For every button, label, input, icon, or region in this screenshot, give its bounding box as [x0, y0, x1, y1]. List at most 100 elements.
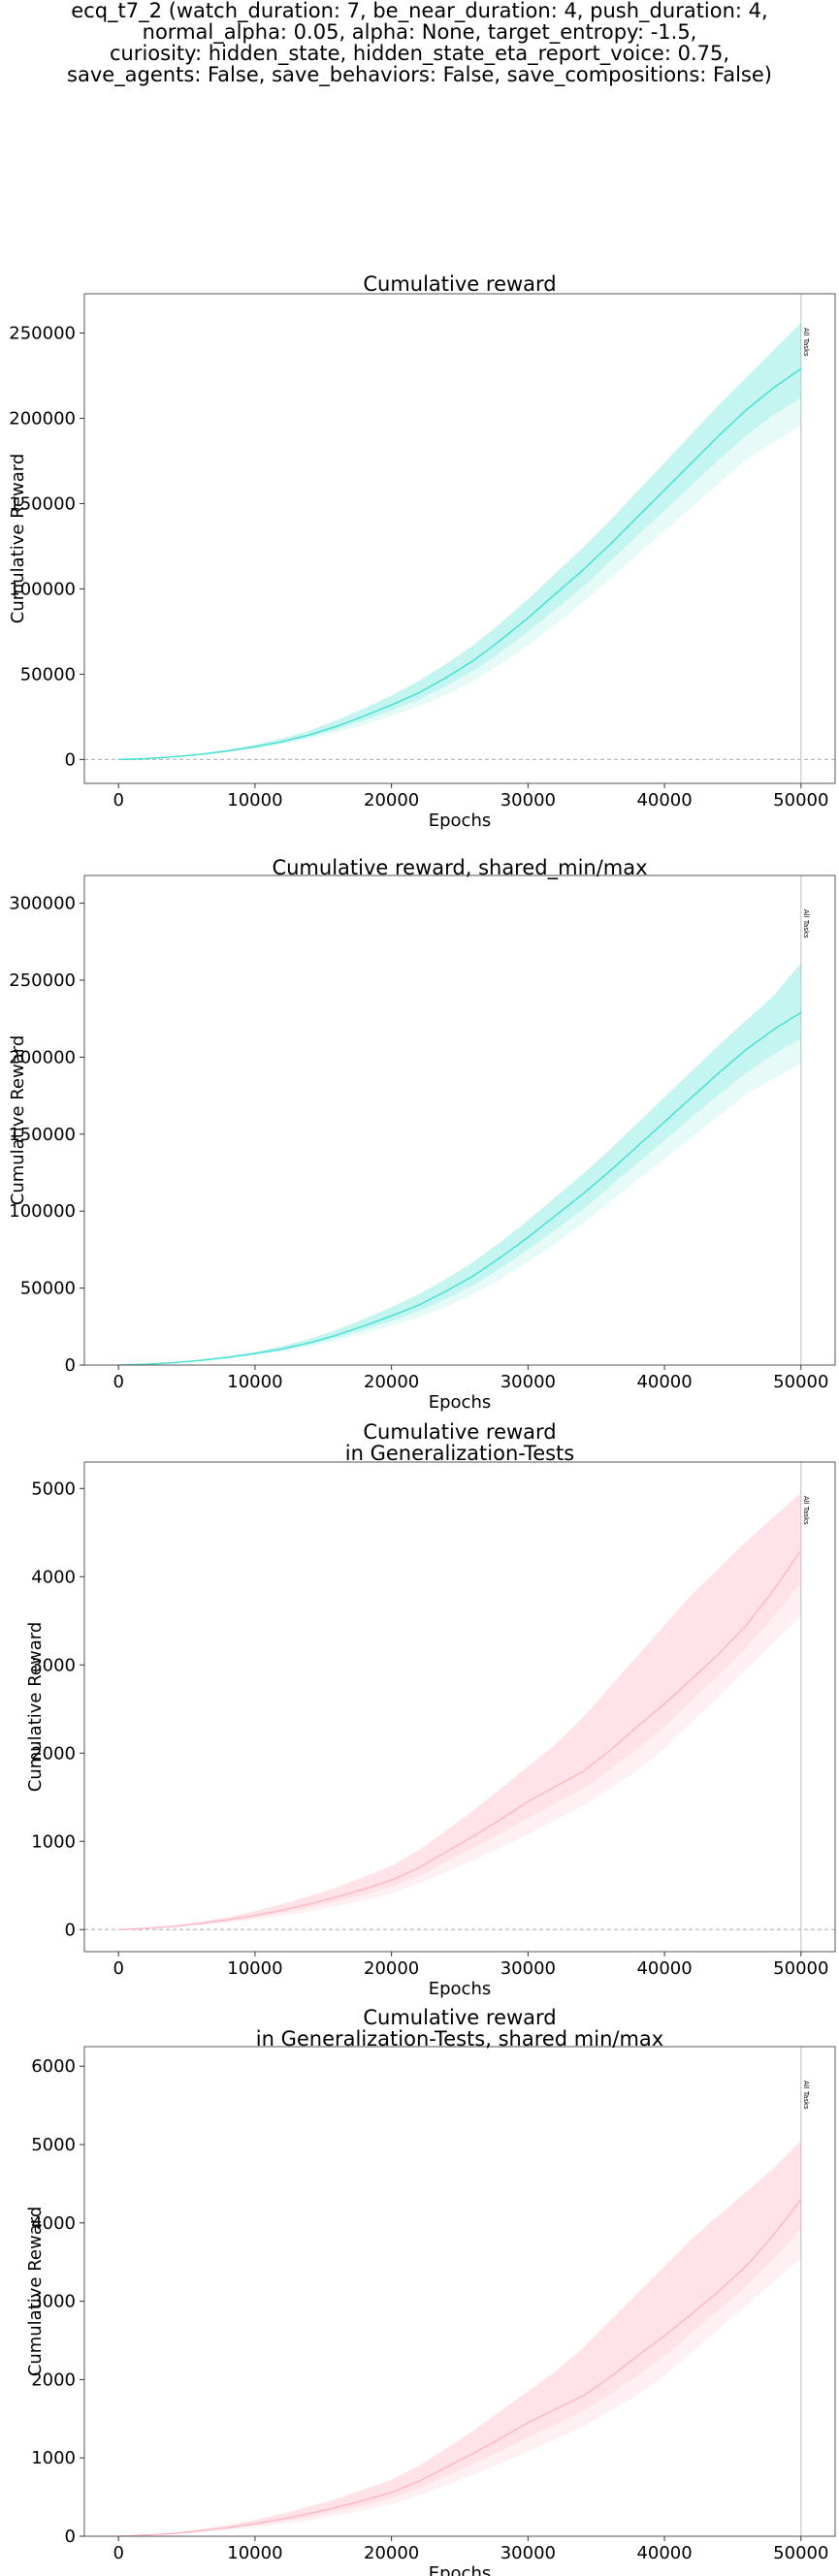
series-point — [800, 1549, 802, 1551]
plot-frame — [83, 875, 836, 1366]
series-point — [718, 434, 720, 436]
series-point — [472, 1275, 474, 1277]
series-point — [472, 2452, 474, 2454]
series-line — [118, 367, 802, 761]
series-point — [336, 725, 338, 727]
x-tick-label: 20000 — [364, 790, 419, 811]
series-point — [145, 1927, 146, 1929]
suptitle-line: curiosity: hidden_state, hidden_state_et… — [109, 42, 730, 65]
chart-title-line: Cumulative reward — [363, 272, 556, 296]
x-tick-label: 50000 — [773, 2543, 828, 2563]
series-point — [336, 1334, 338, 1336]
y-tick-label: 1000 — [31, 2448, 76, 2468]
series-point — [281, 1348, 283, 1350]
figure-suptitle: ecq_t7_2 (watch_duration: 7, be_near_dur… — [0, 0, 839, 85]
x-tick-label: 20000 — [364, 1372, 419, 1392]
series-point — [800, 2198, 802, 2201]
y-tick-label: 250000 — [9, 323, 76, 343]
series-point — [554, 1786, 557, 1788]
y-tick-label: 150000 — [9, 1125, 76, 1145]
series-point — [391, 704, 393, 706]
x-tick-label: 30000 — [500, 790, 556, 811]
plot-frame — [83, 2046, 836, 2537]
confidence-band — [118, 2141, 801, 2536]
x-axis-label: Epochs — [429, 811, 492, 831]
series-point — [145, 757, 146, 760]
confidence-band — [118, 963, 801, 1365]
series-point — [117, 1928, 119, 1930]
series-point — [445, 2466, 447, 2468]
series-point — [336, 2506, 338, 2508]
x-tick-label: 30000 — [500, 1958, 556, 1979]
plot-frame — [83, 1461, 836, 1953]
series-point — [200, 753, 202, 755]
series-point — [691, 1678, 693, 1680]
y-tick-label: 5000 — [31, 1479, 76, 1499]
y-axis-label: Cumulative Reward — [25, 2207, 46, 2377]
y-tick-label: 6000 — [31, 2056, 76, 2077]
suptitle-line: ecq_t7_2 (watch_duration: 7, be_near_dur… — [71, 0, 768, 22]
x-tick-label: 0 — [113, 2543, 123, 2563]
series-point — [445, 1851, 447, 1853]
x-tick-label: 40000 — [636, 1958, 692, 1979]
task-boundary-label: All Tasks — [802, 1496, 810, 1525]
confidence-band-outer — [118, 322, 801, 760]
series-point — [609, 1170, 611, 1172]
series-line — [118, 2199, 802, 2537]
series-point — [472, 659, 474, 661]
series-point — [636, 516, 638, 519]
series-point — [336, 1895, 338, 1898]
y-tick-label: 0 — [65, 749, 76, 770]
series-point — [418, 2480, 420, 2483]
plot-frame — [83, 293, 836, 784]
series-point — [200, 1923, 202, 1924]
series-point — [527, 2422, 529, 2424]
series-point — [445, 677, 447, 679]
y-tick-label: 200000 — [9, 408, 76, 429]
series-point — [308, 1903, 310, 1905]
chart-panel-2: All Tasks 0 10000 20000 30000 40000 50000 0 5000… — [8, 856, 836, 1413]
x-tick-label: 10000 — [227, 1958, 282, 1979]
series-point — [691, 461, 693, 463]
series-point — [418, 1304, 420, 1306]
series-point — [308, 1342, 310, 1344]
series-point — [472, 1835, 474, 1837]
series-point — [745, 1624, 748, 1626]
y-axis-label: Cumulative Reward — [8, 454, 28, 624]
y-tick-label: 4000 — [31, 1567, 76, 1587]
x-axis-label: Epochs — [429, 1979, 492, 1999]
confidence-band — [118, 322, 801, 760]
series-point — [773, 1029, 775, 1031]
x-tick-label: 10000 — [227, 790, 282, 811]
series-point — [254, 2523, 256, 2525]
series-line — [118, 1549, 802, 1930]
series-point — [800, 1011, 802, 1013]
chart-title-line: Cumulative reward — [363, 1420, 556, 1444]
series-point — [609, 2376, 611, 2378]
series-point — [554, 2408, 557, 2410]
y-tick-label: 3000 — [31, 2292, 76, 2312]
series-point — [773, 1589, 775, 1591]
series-point — [554, 593, 557, 595]
x-axis-label: Epochs — [429, 1392, 492, 1413]
series-point — [500, 639, 501, 641]
series-point — [200, 1359, 202, 1361]
series-point — [636, 1726, 638, 1728]
y-tick-label: 0 — [65, 1355, 76, 1376]
series-point — [172, 1362, 175, 1364]
task-boundary-label: All Tasks — [802, 2081, 810, 2110]
y-tick-label: 250000 — [9, 970, 76, 991]
series-point — [636, 1145, 638, 1148]
series-point — [391, 2492, 393, 2494]
task-boundary-label: All Tasks — [802, 328, 810, 357]
series-point — [582, 1770, 584, 1772]
series-point — [663, 489, 665, 491]
series-point — [718, 1071, 720, 1073]
x-tick-label: 50000 — [773, 1372, 828, 1392]
chart-title-line: in Generalization-Tests, shared min/max — [256, 2027, 663, 2051]
x-tick-label: 40000 — [636, 1372, 692, 1392]
x-tick-label: 0 — [113, 790, 123, 811]
series-point — [363, 1324, 366, 1327]
chart-title-line: Cumulative reward, shared_min/max — [272, 856, 647, 880]
